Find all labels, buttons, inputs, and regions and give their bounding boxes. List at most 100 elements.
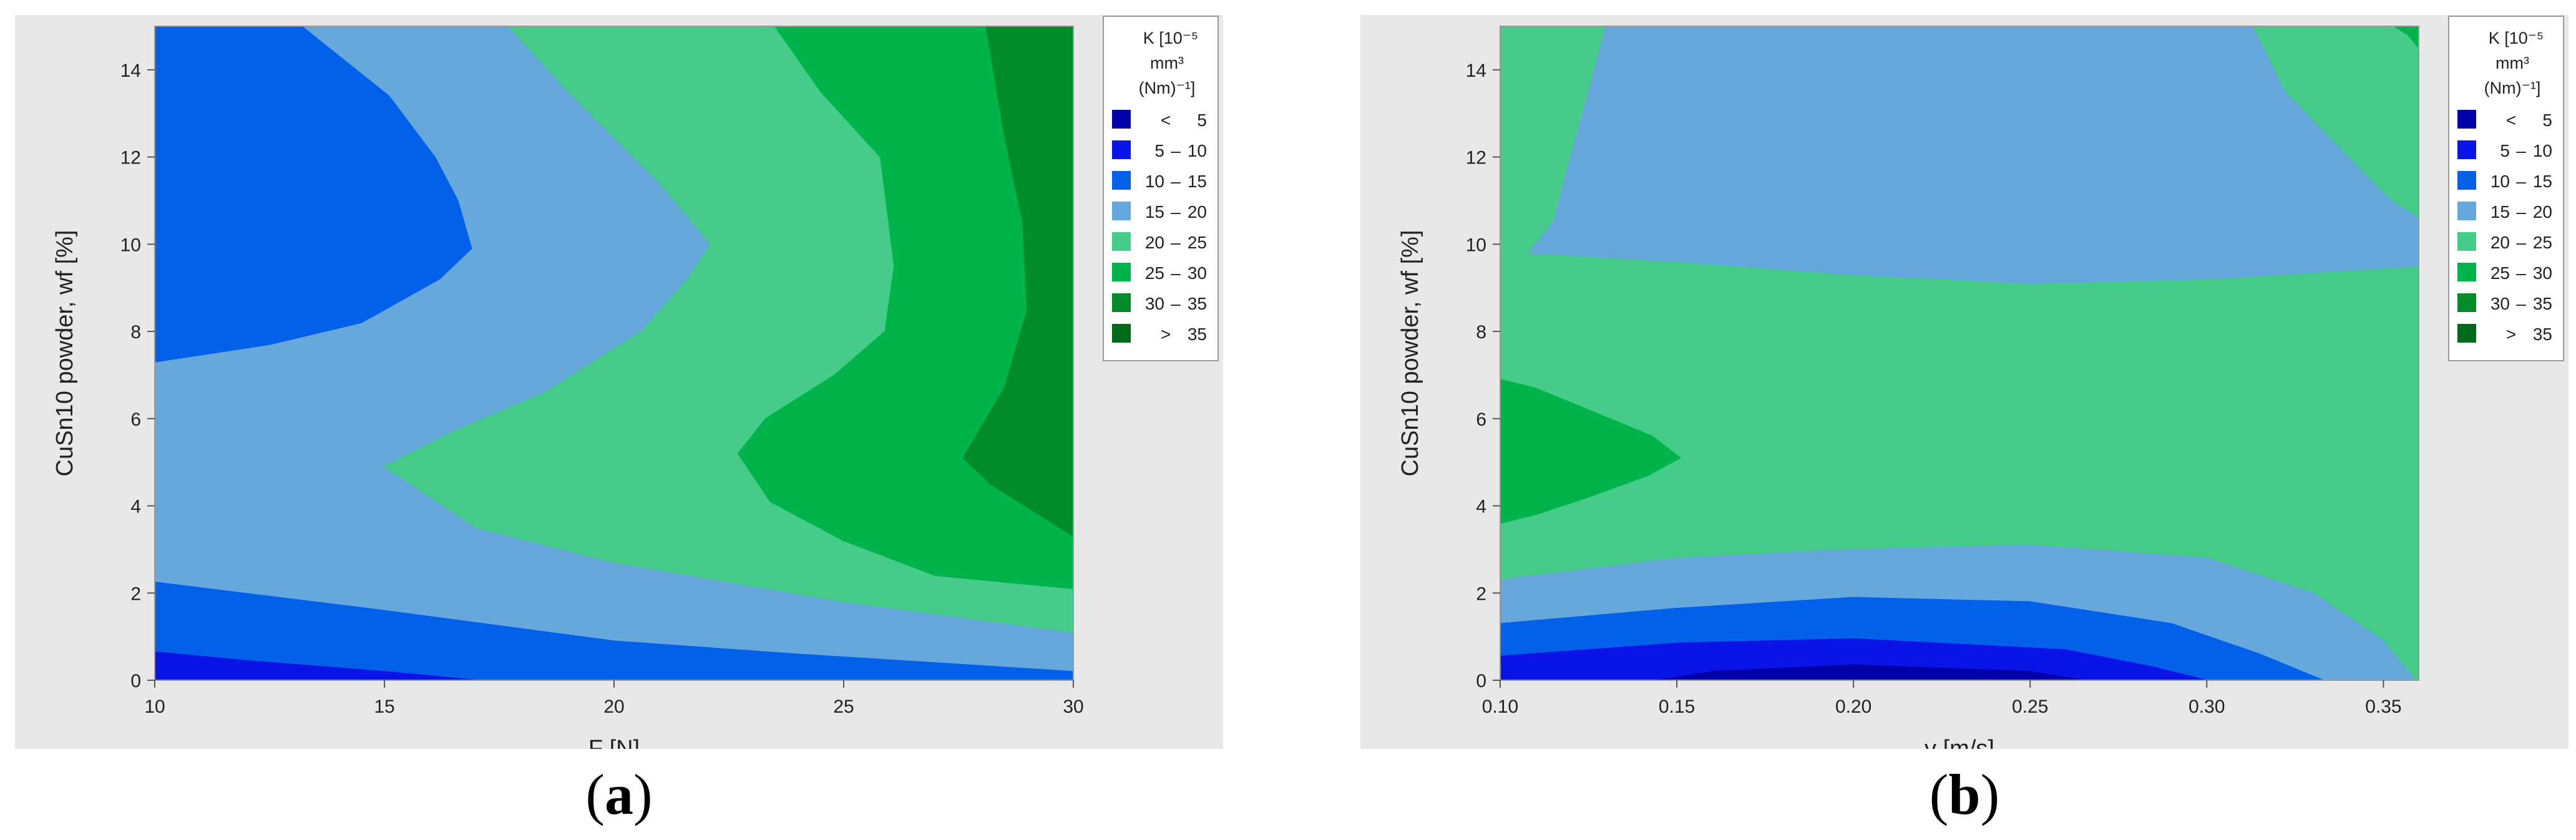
plot-frame xyxy=(1500,26,2419,681)
legend-range-high: 5 xyxy=(2542,110,2552,130)
legend-range-high: 35 xyxy=(2533,294,2552,313)
y-tick-label: 4 xyxy=(1476,497,1486,517)
legend-range-high: 25 xyxy=(1188,233,1207,252)
legend-range-low: 10 xyxy=(2491,172,2510,191)
legend-range-high: 20 xyxy=(2533,202,2552,222)
y-axis-label: CuSn10 powder, wf [%] xyxy=(1397,230,1423,477)
legend-range-low: 5 xyxy=(2500,141,2510,160)
legend-range-high: 35 xyxy=(1188,294,1207,313)
x-tick-label: 0.20 xyxy=(1835,696,1871,717)
y-tick-label: 10 xyxy=(1466,235,1486,255)
legend-range-dash: – xyxy=(1171,233,1181,252)
legend-range-high: 10 xyxy=(2533,141,2552,160)
legend-range-low: 5 xyxy=(1154,141,1164,160)
panel-b: 0.10 0.15 0.20 0.25 0.30 0.35 0 2 4 6 8 10 12 14 v [m/… xyxy=(1360,15,2569,762)
legend-range-high: 20 xyxy=(1188,202,1207,222)
legend-symbol: > xyxy=(1161,325,1171,344)
x-tick-label: 15 xyxy=(374,696,394,717)
legend-range-low: 10 xyxy=(1145,172,1164,191)
legend-swatch xyxy=(1112,140,1131,159)
legend-range-high: 30 xyxy=(2533,263,2552,283)
legend-range-low: 20 xyxy=(1145,233,1164,252)
legend-range-dash: – xyxy=(2516,172,2526,191)
legend-range-low: 20 xyxy=(2491,233,2510,252)
x-tick-label: 0.10 xyxy=(1482,696,1518,717)
legend-range-dash: – xyxy=(1171,202,1181,222)
legend-range-dash: – xyxy=(2516,294,2526,313)
legend-swatch xyxy=(2457,140,2476,159)
contour-region-6 xyxy=(155,582,1073,680)
legend-swatch xyxy=(2457,202,2476,220)
x-tick-label: 0.15 xyxy=(1659,696,1695,717)
legend-range-dash: – xyxy=(1171,263,1181,283)
y-tick-label: 8 xyxy=(130,322,141,343)
legend-range-dash: – xyxy=(1171,294,1181,313)
legend-swatch xyxy=(2457,263,2476,281)
x-tick-label: 10 xyxy=(144,696,165,717)
legend-range-high: 5 xyxy=(1197,110,1207,130)
legend-range-dash: – xyxy=(2516,141,2526,160)
contour-region-7 xyxy=(1500,379,1682,524)
y-tick-label: 10 xyxy=(120,235,141,255)
contour-region-5 xyxy=(155,26,472,363)
contour-region-6 xyxy=(1659,664,2084,680)
x-axis-label: v [m/s] xyxy=(1925,736,1994,749)
caption-a: (a) xyxy=(585,763,653,826)
x-tick-label: 25 xyxy=(833,696,854,717)
legend-swatch xyxy=(1112,110,1131,129)
x-tick-label: 0.30 xyxy=(2188,696,2225,717)
contour-region-2 xyxy=(1527,26,2419,284)
legend-swatch xyxy=(2457,171,2476,190)
y-axis-label: CuSn10 powder, wf [%] xyxy=(52,230,78,477)
x-axis-label: F [N] xyxy=(588,736,640,749)
legend-swatch xyxy=(1112,293,1131,312)
x-tick-label: 0.25 xyxy=(2012,696,2048,717)
legend-swatch xyxy=(1112,171,1131,190)
legend-range-low: 25 xyxy=(1145,263,1164,283)
legend-swatch xyxy=(2457,232,2476,251)
legend-range-high: 15 xyxy=(1188,172,1207,191)
legend-swatch xyxy=(1112,232,1131,251)
caption-b: (b) xyxy=(1929,763,2000,826)
panel-a: 10 15 20 25 30 0 2 4 6 8 10 12 14 F [N] CuSn10 powder,… xyxy=(15,15,1223,762)
legend-range-high: 25 xyxy=(2533,233,2552,252)
legend-swatch xyxy=(2457,110,2476,129)
legend-swatch xyxy=(1112,324,1131,343)
contour-regions xyxy=(155,26,1073,680)
legend-range-low: 30 xyxy=(1145,294,1164,313)
legend-swatch xyxy=(2457,293,2476,312)
y-tick-label: 2 xyxy=(1476,584,1486,604)
y-tick-label: 12 xyxy=(120,148,141,168)
caption-letter-b: b xyxy=(1948,763,1981,826)
contour-region-5 xyxy=(1500,638,2207,680)
y-tick-label: 6 xyxy=(1476,409,1486,430)
legend-symbol: < xyxy=(2506,110,2516,130)
legend-title-line3: (Nm)⁻¹] xyxy=(2484,79,2541,97)
y-tick-label: 14 xyxy=(1466,61,1486,81)
legend-range-dash: – xyxy=(2516,202,2526,222)
contour-chart-a: 10 15 20 25 30 0 2 4 6 8 10 12 14 F [N] CuSn10 powder,… xyxy=(15,15,1223,762)
legend-symbol: > xyxy=(2506,325,2516,344)
y-tick-label: 12 xyxy=(1466,148,1486,168)
contour-region-8 xyxy=(2393,26,2419,49)
contour-regions xyxy=(1500,26,2419,680)
legend-title-line2: mm³ xyxy=(1150,54,1184,72)
legend-title-line3: (Nm)⁻¹] xyxy=(1139,79,1196,97)
y-tick-label: 14 xyxy=(120,61,141,81)
y-tick-label: 2 xyxy=(130,584,141,604)
legend-range-high: 35 xyxy=(1188,325,1207,344)
legend-symbol: < xyxy=(1161,110,1171,130)
legend-range-dash: – xyxy=(1171,172,1181,191)
legend-range-low: 25 xyxy=(2491,263,2510,283)
legend-range-dash: – xyxy=(1171,141,1181,160)
legend-title-line1: K [10⁻⁵ xyxy=(2489,29,2544,47)
legend-swatch xyxy=(2457,324,2476,343)
contour-region-4 xyxy=(962,26,1073,537)
x-tick-label: 0.35 xyxy=(2365,696,2401,717)
y-tick-label: 8 xyxy=(1476,322,1486,343)
legend-swatch xyxy=(1112,202,1131,220)
legend-range-high: 15 xyxy=(2533,172,2552,191)
legend-range-low: 15 xyxy=(2491,202,2510,222)
legend-swatch xyxy=(1112,263,1131,281)
x-tick-label: 20 xyxy=(603,696,624,717)
